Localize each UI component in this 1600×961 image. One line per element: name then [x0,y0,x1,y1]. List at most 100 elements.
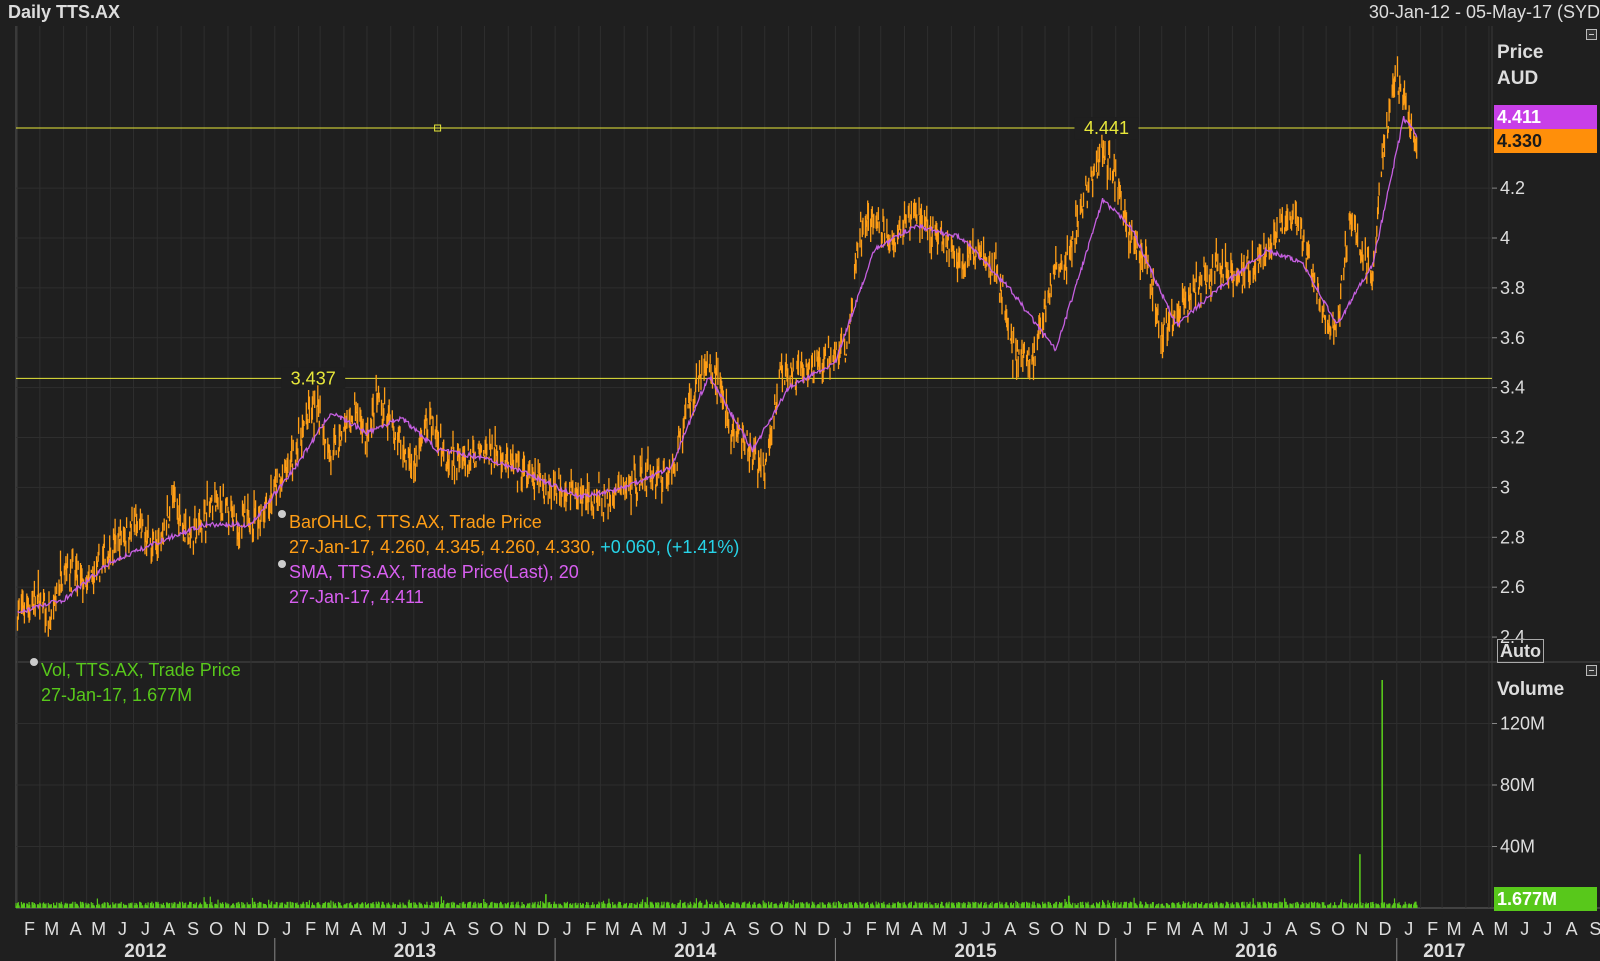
volume-legend[interactable]: Vol, TTS.AX, Trade Price 27-Jan-17, 1.67… [30,658,241,708]
month-tick-label: M [1166,919,1181,939]
month-tick-label: N [794,919,807,939]
price-tick-label: 4.2 [1500,178,1525,198]
sma-last-value-tag: 4.411 [1494,105,1597,129]
price-axis-unit: AUD [1497,68,1539,89]
month-tick-label: S [1309,919,1321,939]
price-tick-label: 4 [1500,228,1510,248]
month-tick-label: N [233,919,246,939]
month-tick-label: D [817,919,830,939]
volume-noise-path [15,896,1418,908]
line-handle-icon [434,124,442,132]
close-last-value-tag: 4.330 [1494,129,1597,153]
reference-line-label: 3.437 [291,368,336,388]
month-tick-label: M [371,919,386,939]
month-tick-label: M [325,919,340,939]
month-tick-label: A [1285,919,1297,939]
month-tick-label: J [1123,919,1132,939]
month-tick-label: J [421,919,430,939]
month-tick-label: A [1192,919,1204,939]
month-tick-label: M [932,919,947,939]
price-legend[interactable]: BarOHLC, TTS.AX, Trade Price 27-Jan-17, … [278,510,739,610]
reference-line-label-bg [1074,117,1139,140]
price-panel-minimize-icon[interactable] [1586,29,1597,40]
month-tick-label: F [1146,919,1157,939]
year-tick-label: 2016 [1235,941,1277,961]
month-tick-label: D [256,919,269,939]
month-tick-label: J [843,919,852,939]
volume-last-value-tag: 1.677M [1494,887,1597,911]
month-tick-label: D [537,919,550,939]
month-tick-label: A [630,919,642,939]
price-axis-label: Price [1497,42,1544,63]
sma-legend-title: SMA, TTS.AX, Trade Price(Last), 20 [289,562,579,582]
price-tick-label: 2.4 [1500,627,1525,647]
month-tick-label: F [1427,919,1438,939]
month-tick-label: S [1028,919,1040,939]
month-tick-label: A [1566,919,1578,939]
month-tick-label: J [1404,919,1413,939]
month-tick-label: N [1074,919,1087,939]
bar-legend-values: 27-Jan-17, 4.260, 4.345, 4.260, 4.330, [289,537,596,557]
price-tick-label: 3.2 [1500,428,1525,448]
volume-bars [15,680,1418,908]
month-tick-label: M [885,919,900,939]
month-tick-label: F [305,919,316,939]
month-tick-label: A [444,919,456,939]
month-tick-label: M [1213,919,1228,939]
month-tick-label: N [1355,919,1368,939]
month-tick-label: M [44,919,59,939]
year-tick-label: 2013 [394,941,436,961]
month-tick-label: F [585,919,596,939]
chart-title: Daily TTS.AX [8,2,121,22]
bar-legend-title: BarOHLC, TTS.AX, Trade Price [289,512,542,532]
month-tick-label: O [1050,919,1064,939]
month-tick-label: S [467,919,479,939]
bar-legend-change: +0.060, (+1.41%) [600,537,740,557]
month-tick-label: A [911,919,923,939]
month-tick-label: A [350,919,362,939]
month-tick-label: M [1447,919,1462,939]
month-tick-label: A [724,919,736,939]
month-tick-label: M [1493,919,1508,939]
volume-axis-title: Volume [1497,679,1565,700]
auto-scale-button[interactable]: Auto [1497,639,1544,663]
month-tick-label: S [187,919,199,939]
horizontal-lines[interactable]: 4.441 3.437 [16,117,1492,390]
sma-path [17,115,1418,614]
month-tick-label: O [489,919,503,939]
legend-bullet-icon[interactable] [30,658,38,666]
year-tick-label: 2015 [954,941,997,961]
month-tick-label: O [770,919,784,939]
price-tick-label: 3.4 [1500,378,1525,398]
reference-line-label: 4.441 [1084,118,1129,138]
legend-bullet-icon[interactable] [278,510,286,518]
month-tick-label: J [702,919,711,939]
month-tick-label: J [959,919,968,939]
month-tick-label: J [1263,919,1272,939]
legend-bullet-icon[interactable] [278,560,286,568]
month-tick-label: J [982,919,991,939]
month-tick-label: M [605,919,620,939]
price-plot-area[interactable] [16,26,1492,662]
date-range: 30-Jan-12 - 05-May-17 (SYD [1368,2,1600,22]
month-tick-label: J [563,919,572,939]
month-tick-label: J [282,919,291,939]
y-tick-labels: 2.4 2.6 2.8 3 3.2 3.4 3.6 3.8 4 4.2 40M 80M 120M [1492,178,1545,857]
price-tick-label: 2.6 [1500,577,1525,597]
volume-panel-minimize-icon[interactable] [1586,665,1597,676]
price-tick-label: 3.8 [1500,278,1525,298]
month-tick-label: J [141,919,150,939]
price-tick-label: 3 [1500,477,1510,497]
month-tick-label: F [866,919,877,939]
month-tick-label: O [1331,919,1345,939]
month-tick-label: J [1240,919,1249,939]
volume-tick-label: 40M [1500,837,1535,857]
volume-legend-title: Vol, TTS.AX, Trade Price [41,660,241,680]
month-tick-label: D [1378,919,1391,939]
month-tick-label: A [70,919,82,939]
month-tick-label: M [652,919,667,939]
month-tick-label: A [1004,919,1016,939]
